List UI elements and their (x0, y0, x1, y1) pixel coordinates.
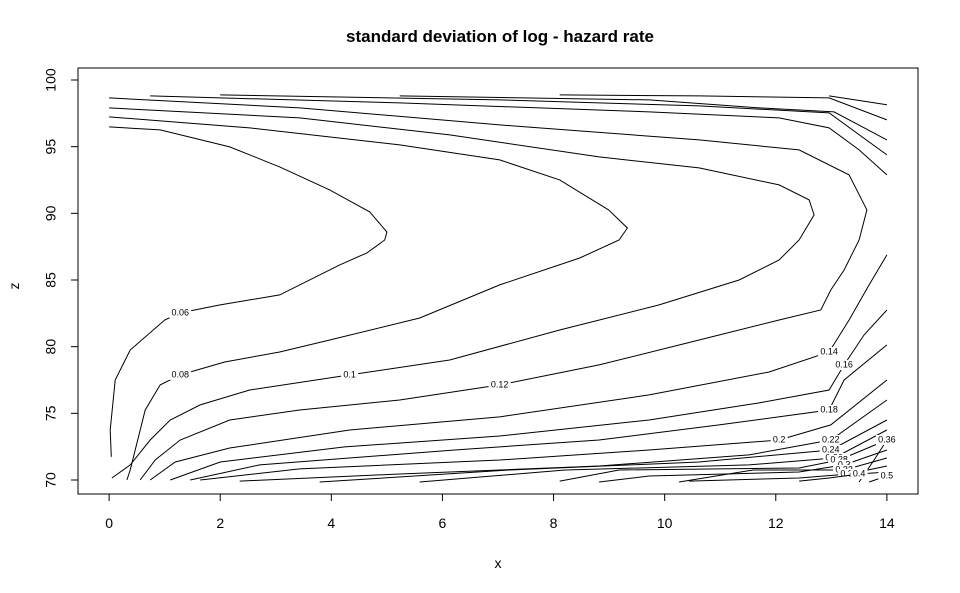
contour-label: 0.08 (171, 369, 189, 379)
y-tick-label: 90 (43, 205, 59, 221)
contour-label-bg (850, 469, 868, 479)
x-tick-label: 14 (879, 515, 895, 531)
contour-label: 0.2 (773, 434, 786, 444)
y-tick-label: 100 (43, 68, 59, 92)
contour-label: 0.24 (822, 444, 840, 454)
contour-label-bg (818, 347, 841, 357)
x-tick-label: 2 (216, 515, 224, 531)
y-tick-label: 85 (43, 272, 59, 288)
contour-label: 0.1 (343, 369, 356, 379)
contour-label-bg (875, 435, 898, 445)
contour-label: 0.3 (838, 459, 851, 469)
contour-label-bg (835, 459, 853, 470)
x-tick-label: 10 (657, 515, 673, 531)
x-axis-label: x (495, 555, 502, 571)
contour-line (109, 116, 629, 481)
contour-line (170, 94, 888, 481)
contour-label-bg (169, 307, 192, 318)
contour-label: 0.18 (820, 404, 838, 414)
contour-label: 0.16 (835, 359, 853, 369)
chart-title: standard deviation of log - hazard rate (346, 27, 654, 46)
x-tick-label: 12 (768, 515, 784, 531)
contour-label: 0.22 (822, 434, 840, 444)
contour-label-bg (819, 445, 842, 455)
contour-label-bg (878, 471, 896, 481)
x-tick-label: 6 (439, 515, 447, 531)
contour-line (190, 95, 888, 481)
x-tick-label: 8 (550, 515, 558, 531)
y-tick-label: 80 (43, 339, 59, 355)
contour-line (109, 126, 388, 457)
contour-label: 0.14 (820, 346, 838, 356)
contour-line (689, 465, 888, 482)
contour-line (799, 471, 887, 482)
contour-label: 0.34 (840, 468, 858, 478)
contour-line (149, 95, 888, 481)
x-tick-label: 0 (105, 515, 113, 531)
contour-line (200, 94, 888, 481)
contour-label: 0.5 (881, 470, 894, 480)
contour-label-bg (819, 435, 842, 445)
contour-line (599, 449, 888, 483)
contour-label: 0.28 (830, 454, 848, 464)
contour-label-bg (341, 369, 359, 380)
y-tick-label: 95 (43, 139, 59, 155)
contour-line (109, 97, 868, 481)
contour-line (419, 429, 888, 483)
contour-line (679, 457, 888, 483)
contour-line (239, 95, 888, 482)
contour-line (109, 107, 815, 479)
contour-label: 0.12 (491, 379, 509, 389)
y-tick-label: 70 (43, 472, 59, 488)
contour-label-bg (488, 379, 511, 390)
contour-label-bg (833, 359, 856, 370)
x-tick-label: 4 (327, 515, 335, 531)
contour-label-bg (770, 435, 788, 445)
contour-line (319, 419, 888, 483)
contour-label-bg (838, 469, 861, 479)
contour-label: 0.4 (853, 468, 866, 478)
contour-label: 0.36 (878, 434, 896, 444)
contour-line (559, 439, 888, 482)
y-tick-label: 75 (43, 405, 59, 421)
contour-label-bg (169, 369, 192, 380)
y-axis-label: z (6, 283, 22, 290)
contour-label: 0.06 (171, 307, 189, 317)
contour-label-bg (818, 405, 841, 415)
